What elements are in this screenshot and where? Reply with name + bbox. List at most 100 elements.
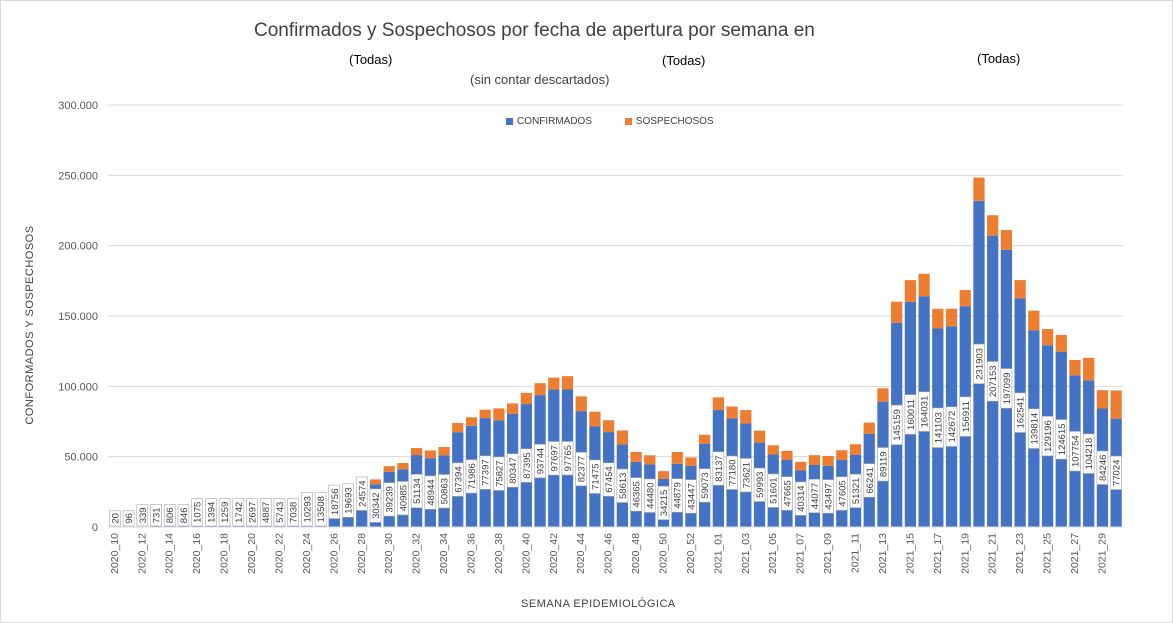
bar-sospechosos — [767, 445, 779, 455]
data-label-group: 18756 — [328, 484, 341, 519]
data-label-group: 58613 — [616, 468, 629, 503]
bar-sospechosos — [589, 411, 601, 427]
data-label-box — [122, 510, 135, 527]
legend-swatch-sospechosos — [624, 118, 632, 125]
data-label-group: 44077 — [808, 478, 821, 514]
data-label-box — [712, 451, 725, 486]
chart-title: Confirmados y Sospechosos por fecha de a… — [254, 20, 815, 41]
data-label-box — [342, 483, 354, 518]
data-label-box — [150, 504, 162, 527]
x-tick-label: 2020_10 — [109, 533, 121, 574]
x-tick-label: 2020_34 — [438, 533, 450, 574]
data-label-group: 156911 — [959, 396, 972, 437]
data-label-box — [602, 462, 615, 497]
data-label-box — [534, 444, 546, 479]
data-label: 104218 — [1084, 438, 1095, 470]
data-label: 34215 — [659, 490, 670, 516]
x-tick-label: 2020_38 — [493, 533, 505, 574]
data-label-group: 77024 — [1110, 455, 1123, 490]
bar-sospechosos — [520, 392, 532, 405]
data-label-box — [767, 473, 780, 508]
data-label-box — [890, 404, 903, 446]
data-label-group: 806 — [163, 504, 176, 527]
data-label-box — [397, 481, 409, 516]
x-tick-label: 2021_09 — [822, 533, 834, 574]
data-label-group: 66241 — [863, 463, 876, 498]
data-label: 39239 — [385, 486, 396, 512]
x-tick-label: 2021_11 — [850, 533, 862, 573]
bar-sospechosos — [452, 423, 464, 433]
data-label-box — [1069, 431, 1081, 472]
data-label-box — [1096, 450, 1109, 485]
data-label-group: 77180 — [726, 455, 739, 490]
data-label-group: 96 — [122, 510, 135, 527]
x-tick-label: 2021_05 — [767, 533, 779, 574]
data-label: 731 — [152, 507, 163, 523]
data-label-group: 39239 — [383, 482, 396, 517]
data-label-box — [287, 498, 299, 527]
data-label-group: 84246 — [1096, 450, 1109, 485]
data-label-box — [328, 484, 341, 519]
data-label-box — [575, 452, 588, 487]
data-label: 84246 — [1098, 455, 1109, 481]
x-tick-label: 2020_32 — [411, 533, 423, 574]
data-label-box — [726, 455, 738, 490]
x-tick-label: 2021_07 — [795, 533, 807, 574]
bar-sospechosos — [671, 451, 683, 464]
data-label-box — [1028, 408, 1040, 449]
data-label: 1394 — [206, 502, 217, 523]
data-label-group: 83137 — [712, 451, 725, 486]
data-label-group: 1394 — [205, 498, 217, 527]
bar-sospechosos — [493, 408, 505, 421]
y-tick-label: 50.000 — [64, 452, 98, 464]
x-tick-label: 2020_26 — [328, 533, 340, 574]
data-label: 77180 — [728, 460, 739, 486]
data-label: 139814 — [1029, 413, 1040, 445]
x-tick-label: 2020_28 — [356, 533, 368, 574]
x-tick-label: 2020_40 — [520, 533, 532, 574]
data-label-group: 47605 — [836, 476, 848, 511]
data-label: 51601 — [769, 477, 780, 503]
bar-sospechosos — [918, 273, 930, 297]
data-label-box — [753, 467, 766, 502]
data-label-group: 47665 — [781, 476, 793, 511]
data-label-box — [259, 498, 272, 527]
data-label-group: 71986 — [465, 459, 478, 494]
x-tick-label: 2021_03 — [740, 533, 752, 574]
data-label-group: 339 — [136, 504, 149, 527]
data-label: 82377 — [577, 456, 588, 482]
x-tick-label: 2020_14 — [164, 533, 176, 574]
data-label-group: 104218 — [1082, 433, 1095, 474]
data-label-box — [383, 482, 395, 517]
bar-sospechosos — [808, 455, 821, 465]
data-label-group: 207153 — [986, 361, 999, 402]
data-label-box — [369, 488, 382, 523]
data-label-group: 160011 — [904, 394, 917, 435]
data-label-group: 19693 — [342, 483, 355, 518]
data-label-box — [1014, 392, 1026, 433]
data-label: 89119 — [878, 451, 889, 477]
bar-confirmados — [164, 525, 176, 527]
y-tick-label: 200.000 — [58, 241, 98, 253]
legend-label-confirmados: CONFIRMADOS — [517, 116, 592, 127]
data-label-group: 59073 — [698, 468, 711, 503]
x-tick-label: 2021_01 — [712, 533, 724, 574]
data-label: 24574 — [357, 480, 368, 506]
data-label-box — [547, 441, 560, 476]
data-label-group: 80347 — [506, 453, 519, 488]
data-label-group: 51601 — [767, 473, 780, 508]
data-label-group: 46365 — [630, 477, 643, 512]
x-tick-label: 2021_25 — [1042, 533, 1054, 574]
bar-sospechosos — [945, 308, 958, 327]
bar-sospechosos — [973, 177, 985, 201]
data-label: 43447 — [686, 483, 697, 509]
data-label-box — [451, 462, 464, 497]
data-label: 18756 — [330, 489, 341, 515]
data-label-group: 40985 — [397, 481, 409, 516]
x-tick-label: 2020_44 — [575, 533, 587, 574]
data-label-box — [1041, 416, 1054, 457]
data-label-group: 1075 — [191, 498, 204, 527]
data-label: 197099 — [1002, 373, 1013, 405]
data-label: 156911 — [961, 401, 972, 432]
